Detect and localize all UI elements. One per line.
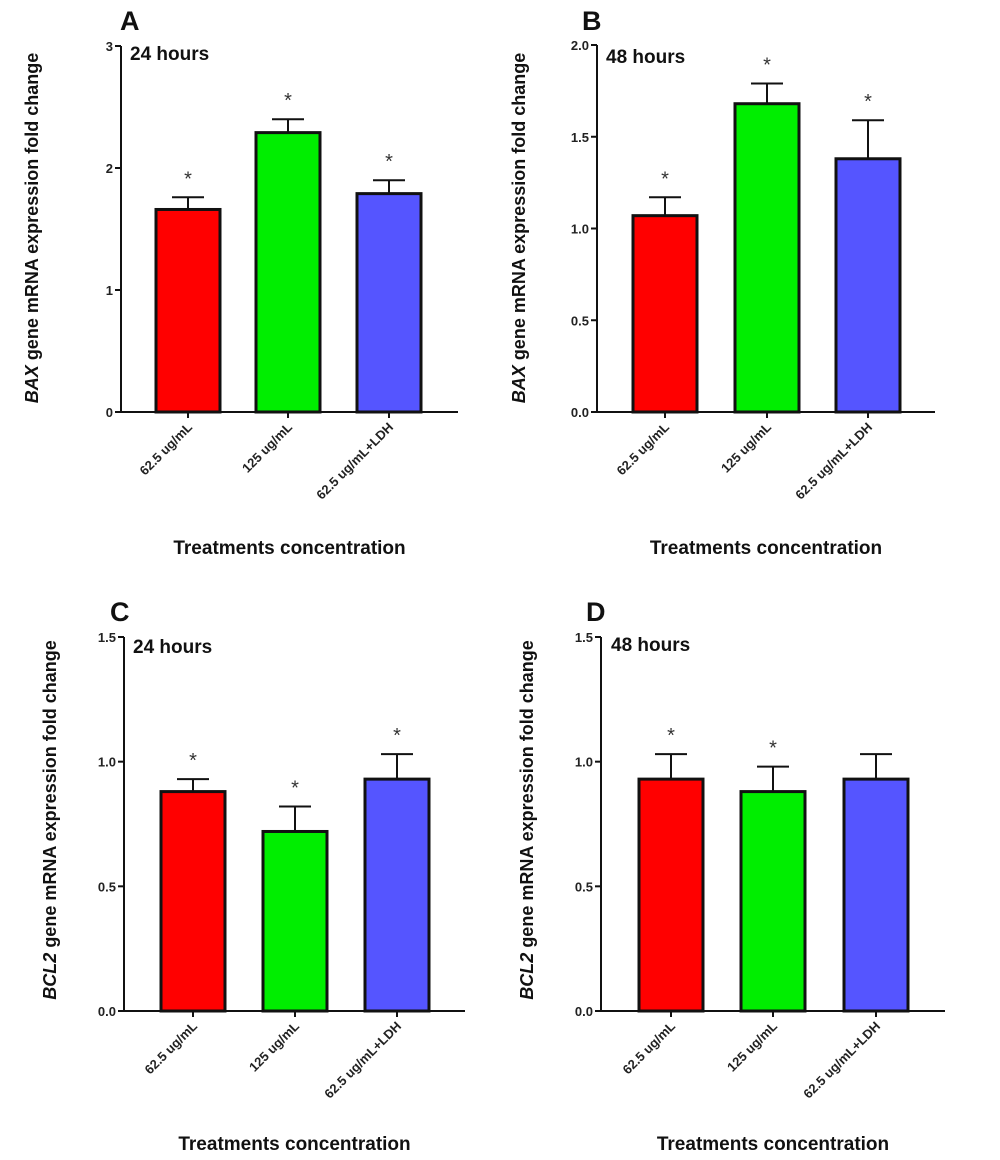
bar[interactable] (739, 790, 807, 1013)
x-tick-label: 125 ug/mL (246, 1018, 302, 1074)
x-tick-label: 62.5 ug/mL (136, 419, 195, 478)
gene-name: BCL2 (517, 953, 537, 1000)
significance-marker: * (284, 90, 292, 112)
y-axis-title: BCL2 gene mRNA expression fold change (517, 640, 537, 999)
bar[interactable] (834, 157, 902, 414)
y-tick-label: 1 (106, 283, 113, 298)
x-tick-label: 62.5 ug/mL+LDH (800, 1019, 883, 1102)
y-axis-title: BAX gene mRNA expression fold change (509, 53, 529, 403)
y-tick-label: 1.5 (98, 630, 116, 645)
bar[interactable] (363, 777, 431, 1013)
y-axis-title-rest: gene mRNA expression fold change (517, 640, 537, 952)
x-tick-label: 62.5 ug/mL (141, 1018, 200, 1077)
bar[interactable] (355, 192, 423, 414)
gene-name: BAX (22, 364, 42, 403)
bar[interactable] (637, 777, 705, 1013)
panel-b: B48 hours BAX gene mRNA expression fold c… (509, 6, 935, 559)
significance-marker: * (667, 725, 675, 747)
x-axis-title: Treatments concentration (178, 1134, 410, 1155)
significance-marker: * (184, 168, 192, 190)
x-tick-label: 62.5 ug/mL (619, 1018, 678, 1077)
bar[interactable] (733, 102, 801, 414)
panel-subtitle: 48 hours (611, 635, 690, 656)
significance-marker: * (769, 738, 777, 760)
x-tick-label: 125 ug/mL (724, 1018, 780, 1074)
x-tick-label: 62.5 ug/mL+LDH (321, 1019, 404, 1102)
y-tick-label: 0.5 (575, 879, 593, 894)
y-tick-label: 0 (106, 405, 113, 420)
panel-subtitle: 24 hours (133, 637, 212, 658)
significance-marker: * (763, 55, 771, 77)
bar[interactable] (842, 777, 910, 1013)
bar[interactable] (261, 829, 329, 1013)
significance-marker: * (864, 91, 872, 113)
y-tick-label: 2.0 (571, 38, 589, 53)
y-tick-label: 1.5 (571, 130, 589, 145)
panel-c: C24 hours BCL2 gene mRNA expression fold … (40, 597, 465, 1155)
y-tick-label: 1.0 (98, 755, 116, 770)
y-tick-label: 1.5 (575, 630, 593, 645)
y-axis-title-rest: gene mRNA expression fold change (40, 640, 60, 952)
bar[interactable] (254, 131, 322, 414)
significance-marker: * (385, 151, 393, 173)
panel-letter: D (586, 597, 606, 627)
x-axis-title: Treatments concentration (650, 538, 882, 559)
panel-subtitle: 24 hours (130, 44, 209, 65)
y-tick-label: 2 (106, 161, 113, 176)
gene-name: BCL2 (40, 953, 60, 1000)
y-tick-label: 0.0 (98, 1004, 116, 1019)
x-axis-title: Treatments concentration (657, 1134, 889, 1155)
panel-subtitle: 48 hours (606, 47, 685, 68)
panel-letter: C (110, 597, 130, 627)
y-tick-label: 0.5 (571, 313, 589, 328)
y-axis-title-rest: gene mRNA expression fold change (509, 53, 529, 365)
bar[interactable] (159, 790, 227, 1013)
panel-letter: B (582, 6, 602, 36)
x-tick-label: 62.5 ug/mL (613, 419, 672, 478)
gene-name: BAX (509, 364, 529, 403)
panel-d: D48 hours BCL2 gene mRNA expression fold … (517, 597, 945, 1155)
significance-marker: * (291, 778, 299, 800)
panel-a: A 24 hours BAX gene mRNA expression fold c… (22, 6, 458, 559)
y-tick-label: 0.0 (575, 1004, 593, 1019)
significance-marker: * (189, 750, 197, 772)
significance-marker: * (661, 168, 669, 190)
x-tick-label: 125 ug/mL (239, 419, 295, 475)
x-tick-label: 125 ug/mL (718, 419, 774, 475)
x-axis-title: Treatments concentration (173, 538, 405, 559)
x-tick-label: 62.5 ug/mL+LDH (313, 420, 396, 503)
x-tick-label: 62.5 ug/mL+LDH (792, 420, 875, 503)
y-tick-label: 1.0 (571, 222, 589, 237)
y-axis-title-rest: gene mRNA expression fold change (22, 53, 42, 365)
y-tick-label: 1.0 (575, 755, 593, 770)
y-tick-label: 0.5 (98, 879, 116, 894)
bar[interactable] (154, 207, 222, 414)
y-tick-label: 0.0 (571, 405, 589, 420)
panel-letter: A (120, 6, 140, 36)
bar[interactable] (631, 214, 699, 414)
significance-marker: * (393, 725, 401, 747)
y-axis-title: BAX gene mRNA expression fold change (22, 53, 42, 403)
y-axis-title: BCL2 gene mRNA expression fold change (40, 640, 60, 999)
y-tick-label: 3 (106, 39, 113, 54)
